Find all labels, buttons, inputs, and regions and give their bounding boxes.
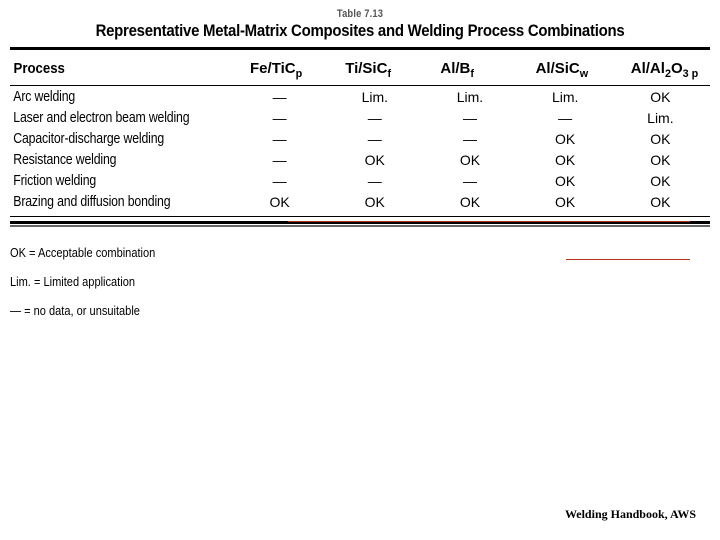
value-cell: — xyxy=(234,149,329,170)
table-body: Arc welding—Lim.Lim.Lim.OKLaser and elec… xyxy=(10,86,710,212)
value-cell: — xyxy=(329,107,424,128)
value-cell: — xyxy=(520,107,615,128)
value-cell: — xyxy=(329,170,424,191)
value-cell: OK xyxy=(615,191,710,212)
process-cell: Resistance welding xyxy=(10,149,194,170)
value-cell: — xyxy=(234,170,329,191)
legend: OK = Acceptable combination Lim. = Limite… xyxy=(10,245,710,318)
value-cell: — xyxy=(234,128,329,149)
table-row: Resistance welding—OKOKOKOK xyxy=(10,149,710,170)
value-cell: OK xyxy=(520,170,615,191)
value-cell: Lim. xyxy=(424,86,519,107)
table-head: Process Fe/TiCpTi/SiCfAl/BfAl/SiCwAl/Al2O… xyxy=(10,50,710,86)
value-cell: — xyxy=(234,107,329,128)
legend-line: OK = Acceptable combination xyxy=(10,245,605,260)
table-row: Brazing and diffusion bondingOKOKOKOKOK xyxy=(10,191,710,212)
col-header-process: Process xyxy=(10,50,207,85)
value-cell: — xyxy=(329,128,424,149)
value-cell: OK xyxy=(329,149,424,170)
value-cell: — xyxy=(424,170,519,191)
table-row: Laser and electron beam welding————Lim. xyxy=(10,107,710,128)
table-row: Arc welding—Lim.Lim.Lim.OK xyxy=(10,86,710,107)
col-header-0: Fe/TiCp xyxy=(234,50,329,85)
value-cell: OK xyxy=(520,128,615,149)
process-cell: Capacitor-discharge welding xyxy=(10,128,194,149)
value-cell: OK xyxy=(615,86,710,107)
process-cell: Arc welding xyxy=(10,86,194,107)
legend-line: — = no data, or unsuitable xyxy=(10,303,605,318)
document-page: Table 7.13 Representative Metal-Matrix C… xyxy=(0,0,720,318)
value-cell: OK xyxy=(329,191,424,212)
value-cell: OK xyxy=(615,149,710,170)
value-cell: OK xyxy=(615,128,710,149)
value-cell: — xyxy=(424,128,519,149)
legend-line: Lim. = Limited application xyxy=(10,274,605,289)
table-title: Representative Metal-Matrix Composites a… xyxy=(52,21,668,41)
value-cell: — xyxy=(234,86,329,107)
value-cell: OK xyxy=(424,149,519,170)
composites-table: Process Fe/TiCpTi/SiCfAl/BfAl/SiCwAl/Al2O… xyxy=(10,50,710,212)
annotation-redline xyxy=(566,259,690,260)
value-cell: OK xyxy=(520,149,615,170)
table-row: Friction welding———OKOK xyxy=(10,170,710,191)
col-header-3: Al/SiCw xyxy=(520,50,615,85)
value-cell: OK xyxy=(615,170,710,191)
footer-citation: Welding Handbook, AWS xyxy=(565,507,696,522)
rule-bottom-grey xyxy=(10,225,710,227)
value-cell: OK xyxy=(520,191,615,212)
value-cell: OK xyxy=(424,191,519,212)
value-cell: Lim. xyxy=(615,107,710,128)
annotation-redline xyxy=(288,221,690,222)
table-pretitle: Table 7.13 xyxy=(63,8,658,20)
process-cell: Laser and electron beam welding xyxy=(10,107,194,128)
process-cell: Friction welding xyxy=(10,170,194,191)
table-row: Capacitor-discharge welding———OKOK xyxy=(10,128,710,149)
value-cell: Lim. xyxy=(329,86,424,107)
value-cell: OK xyxy=(234,191,329,212)
value-cell: — xyxy=(424,107,519,128)
process-cell: Brazing and diffusion bonding xyxy=(10,191,194,212)
col-header-1: Ti/SiCf xyxy=(329,50,424,85)
rule-mid-thin xyxy=(10,216,710,217)
value-cell: Lim. xyxy=(520,86,615,107)
col-header-4: Al/Al2O3 p xyxy=(615,50,710,85)
col-header-2: Al/Bf xyxy=(424,50,519,85)
